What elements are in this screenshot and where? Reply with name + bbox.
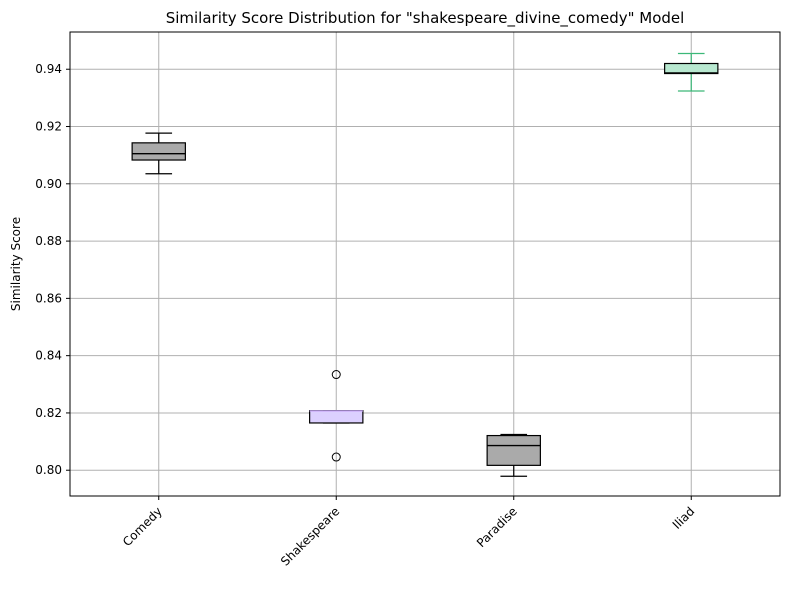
x-tick-label: Iliad bbox=[670, 504, 698, 532]
y-tick-label: 0.80 bbox=[35, 463, 62, 477]
grid-lines bbox=[70, 32, 780, 496]
y-tick-label: 0.88 bbox=[35, 234, 62, 248]
y-axis-label: Similarity Score bbox=[9, 217, 23, 311]
x-tick-label: Paradise bbox=[474, 504, 520, 550]
y-tick-label: 0.90 bbox=[35, 177, 62, 191]
y-tick-label: 0.84 bbox=[35, 349, 62, 363]
y-axis-ticks: 0.80 0.82 0.84 0.86 0.88 0.90 0.92 0.94 bbox=[35, 62, 70, 477]
box-body bbox=[486, 434, 541, 466]
box-body bbox=[309, 410, 364, 424]
box-shakespeare bbox=[309, 370, 364, 462]
box-body bbox=[131, 142, 186, 161]
outlier-point bbox=[331, 370, 341, 380]
outlier-point bbox=[331, 452, 341, 462]
box-iliad bbox=[664, 52, 719, 92]
box-body bbox=[664, 62, 719, 75]
y-tick-label: 0.94 bbox=[35, 62, 62, 76]
chart-title: Similarity Score Distribution for "shake… bbox=[166, 9, 685, 28]
plot-frame bbox=[69, 31, 781, 497]
y-tick-label: 0.86 bbox=[35, 291, 62, 305]
box-plots bbox=[131, 52, 719, 477]
y-tick-label: 0.82 bbox=[35, 406, 62, 420]
y-tick-label: 0.92 bbox=[35, 120, 62, 134]
box-paradise bbox=[486, 433, 541, 477]
x-axis-ticks: Comedy Shakespeare Paradise Iliad bbox=[120, 496, 697, 569]
x-tick-label: Comedy bbox=[120, 504, 165, 549]
x-tick-label: Shakespeare bbox=[278, 504, 342, 568]
box-comedy bbox=[131, 132, 186, 175]
